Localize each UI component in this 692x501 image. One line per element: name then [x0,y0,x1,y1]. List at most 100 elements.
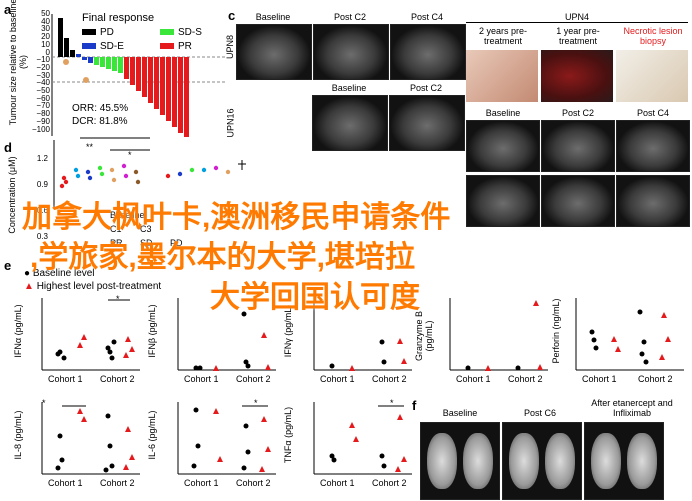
f-col-baseline: Baseline [442,408,478,418]
b-label-sd: SD [140,238,153,248]
mri-upn16-baseline [312,95,388,151]
overlay-line-1: 加拿大枫叶卡,澳洲移民申请条件 [22,201,451,234]
a-ytick: 20 [41,32,50,42]
e-p2-c2: Cohort 2 [236,374,271,384]
a-ytick: 30 [41,24,50,34]
a-legend-title: Final response [82,12,155,24]
a-ytick: −30 [36,70,50,80]
c-col-postc4: Post C4 [410,12,443,22]
a-dcr: DCR: 81.8% [72,116,128,127]
photo-biopsy [616,50,688,102]
d-sig-1: ** [86,142,94,152]
a-ytick: −70 [36,101,50,111]
a-orr: ORR: 45.5% [72,103,129,114]
ct-lung-postc6 [502,422,582,500]
e-plot-tnfa [313,402,412,475]
e-p8-c1: Cohort 1 [320,478,355,488]
e-plot-perforin [575,298,684,371]
e-p5-c2: Cohort 2 [638,374,673,384]
ct-upn4-2c [616,175,690,227]
d-ytick: 1.2 [36,154,48,163]
upn4-title: UPN4 [466,12,688,23]
a-ytick: −20 [36,62,50,72]
e-p5-c1: Cohort 1 [582,374,617,384]
panel-e-label: e [4,258,12,273]
a-ytick: −100 [31,124,50,134]
e-p8-c2: Cohort 2 [372,478,407,488]
e-p6-c1: Cohort 1 [48,478,83,488]
upn4-ct-c2: Post C2 [561,108,594,118]
e-p6-c2: Cohort 2 [100,478,135,488]
ct-upn4-2a [466,175,540,227]
b-label-c3: C3 [140,224,152,234]
a-legend-sds: SD-S [160,27,202,38]
e-plot-ifnb [177,298,276,371]
ct-lung-baseline [420,422,500,500]
c2-col-baseline: Baseline [331,83,367,93]
b-label-baseline: Baseline [110,210,145,220]
panel-d-label: d [4,140,12,155]
e-p3-c2: Cohort 2 [372,374,407,384]
a-ytick: 50 [41,9,50,18]
ct-upn4-1c [616,120,690,172]
a-ytick: 10 [41,39,50,49]
panel-f-label: f [412,398,417,413]
e-p8-ylabel: TNFα (pg/mL) [283,406,293,464]
b-label-c1: C1 [110,224,122,234]
c-col-baseline: Baseline [255,12,291,22]
e-plot-ifna [41,298,140,371]
a-ytick: −80 [36,109,50,119]
panel-c-label: c [228,8,236,23]
panel-a-label: a [4,2,12,17]
a-ytick: −60 [36,93,50,103]
a-legend-pr: PR [160,41,192,52]
a-legend-sde: SD-E [82,41,124,52]
e-p6-ylabel: IL-8 (pg/mL) [13,410,23,460]
e-plot-il8 [41,402,140,475]
a-legend-pd: PD [82,27,114,38]
e-p7-ylabel: IL-6 (pg/mL) [147,410,157,460]
f-col-postc6: Post C6 [523,408,556,418]
waterfall-chart [51,14,225,137]
e-p1-c2: Cohort 2 [100,374,135,384]
concentration-scatter [53,137,246,208]
e-p5-ylabel: Perforin (ng/mL) [551,298,561,364]
a-ytick: −90 [36,116,50,126]
e-plot-granzyme [449,298,548,371]
upn4-ct-baseline: Baseline [485,108,521,118]
overlay-line-2: ,学旅家,墨尔本的大学,堪培拉 [30,241,416,274]
e-p1-sig: * [116,294,120,304]
ct-upn4-1a [466,120,540,172]
c2-col-postc2: Post C2 [409,83,442,93]
e-p1-ylabel: IFNα (pg/mL) [13,304,23,358]
d-ylabel: Concentration (μM) [7,156,17,234]
f-col-etanercept: After etanercept and Infliximab [591,398,673,418]
e-row-1: IFNα (pg/mL) Cohort 1 Cohort 2 * IFNβ (p… [8,292,688,392]
mri-upn8-baseline [236,24,312,80]
c-col-postc2: Post C2 [333,12,366,22]
mri-upn8-c2 [313,24,389,80]
e-p2-ylabel: IFNβ (pg/mL) [147,304,157,358]
e-p2-c1: Cohort 1 [184,374,219,384]
e-p8-sig: * [390,398,394,408]
d-ytick: 0.9 [36,180,48,189]
e-p7-c1: Cohort 1 [184,478,219,488]
a-ytick: 40 [41,16,50,26]
e-plot-il6 [177,402,276,475]
e-p4-c1: Cohort 1 [456,374,491,384]
b-label-pd: PD [170,238,183,248]
e-p7-c2: Cohort 2 [236,478,271,488]
ct-lung-after [584,422,664,500]
d-ytick: 0.6 [36,206,48,215]
ct-upn4-1b [541,120,615,172]
upn4-col-2y: 2 years pre-treatment [478,26,528,46]
e-plot-ifng [313,298,412,371]
e-row-2: IL-8 (pg/mL) * Cohort 1 Cohort 2 IL-6 (p… [8,396,418,496]
e-p7-sig: * [254,398,258,408]
upn4-col-1y: 1 year pre-treatment [556,26,600,46]
b-label-pr: PR [110,238,123,248]
overlay-line-3: 大学回国认可度 [210,281,420,314]
e-legend-baseline: ● Baseline level [24,268,95,279]
upn4-col-biopsy: Necrotic lesion biopsy [623,26,683,46]
e-p1-c1: Cohort 1 [48,374,83,384]
